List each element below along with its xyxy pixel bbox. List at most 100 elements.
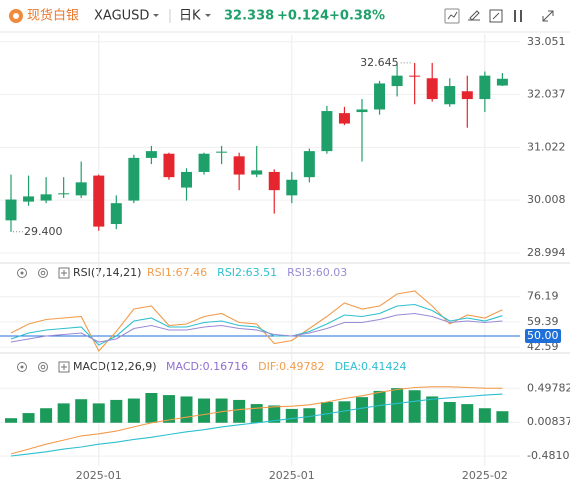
candle-body bbox=[40, 194, 52, 201]
macd-line bbox=[10, 393, 503, 457]
macd-bar bbox=[180, 396, 193, 423]
candle-body bbox=[251, 170, 263, 175]
y-tick-label: 30.008 bbox=[527, 193, 566, 206]
expand-icon[interactable] bbox=[542, 10, 554, 22]
macd-bar bbox=[198, 398, 211, 423]
candle-body bbox=[321, 111, 333, 152]
candle-body bbox=[75, 182, 87, 196]
candle-body bbox=[286, 179, 298, 196]
macd-bar bbox=[443, 402, 456, 423]
x-tick-label: 2025-01 bbox=[269, 469, 315, 482]
macd-bar bbox=[356, 397, 368, 423]
candle-body bbox=[163, 153, 175, 178]
candle-body bbox=[233, 156, 245, 175]
logo-icon-inner bbox=[13, 13, 19, 19]
instrument-name: 现货白银 bbox=[27, 8, 79, 24]
x-tick-label: 2025-01 bbox=[76, 469, 122, 482]
macd-bar bbox=[22, 413, 35, 423]
macd-bar bbox=[5, 418, 17, 423]
macd-bar bbox=[338, 401, 351, 423]
macd-bar bbox=[496, 411, 509, 423]
candle-body bbox=[110, 203, 122, 224]
macd-bar bbox=[426, 396, 439, 423]
y-tick-label: 32.037 bbox=[527, 88, 566, 101]
macd-bar bbox=[268, 405, 281, 423]
macd-bar bbox=[233, 399, 246, 423]
macd-bar bbox=[391, 388, 404, 423]
candle-body bbox=[216, 151, 228, 153]
rsi-title: RSI(7,14,21) bbox=[73, 266, 141, 279]
candle-body bbox=[479, 75, 491, 100]
macd-bar bbox=[75, 399, 88, 423]
symbol[interactable]: XAGUSD bbox=[94, 9, 149, 24]
candle-body bbox=[268, 171, 280, 191]
y-tick-label: 42.59 bbox=[527, 340, 559, 353]
macd-bar bbox=[250, 404, 263, 423]
legend-entry: RSI2:63.51 bbox=[217, 266, 277, 279]
y-tick-label: 59.39 bbox=[527, 315, 559, 328]
macd-bar bbox=[373, 390, 386, 423]
candle-body bbox=[356, 109, 368, 113]
y-tick-label: 0.49782 bbox=[527, 381, 570, 394]
macd-bar bbox=[461, 404, 474, 423]
x-tick-label: 2025-02 bbox=[462, 469, 508, 482]
macd-bar bbox=[478, 408, 491, 423]
y-tick-label: 0.00837 bbox=[527, 415, 570, 428]
candle-body bbox=[145, 151, 157, 158]
macd-bar bbox=[320, 402, 333, 423]
macd-title: MACD(12,26,9) bbox=[73, 360, 157, 373]
macd-bar bbox=[40, 408, 53, 423]
rsi-line bbox=[10, 312, 503, 343]
rsi-icons[interactable] bbox=[17, 267, 70, 279]
candle-body bbox=[444, 86, 456, 105]
macd-bar bbox=[110, 399, 123, 423]
toolbar-icon[interactable] bbox=[489, 9, 503, 23]
candle-body bbox=[391, 75, 403, 87]
change-pct: +0.38% bbox=[329, 9, 385, 24]
macd-icons[interactable] bbox=[17, 361, 70, 373]
candle-body bbox=[338, 113, 350, 124]
macd-bar bbox=[145, 393, 158, 423]
candle-body bbox=[303, 151, 315, 178]
candle-body bbox=[5, 199, 17, 221]
macd-line bbox=[10, 386, 503, 455]
y-tick-label: 31.022 bbox=[527, 140, 566, 153]
period[interactable]: 日K bbox=[179, 9, 201, 24]
legend-entry: DIF:0.49782 bbox=[258, 360, 324, 373]
dropdown-arrow[interactable] bbox=[205, 14, 211, 17]
annotation: 29.400 bbox=[24, 225, 63, 238]
dropdown-arrow[interactable] bbox=[153, 14, 159, 17]
macd-bar bbox=[127, 398, 140, 423]
candle-body bbox=[128, 157, 140, 201]
header-bar: 现货白银 XAGUSD 日K 32.338 +0.124 +0.38% bbox=[0, 8, 570, 33]
tick-label-box bbox=[525, 329, 561, 343]
candle-body bbox=[409, 75, 421, 77]
y-tick-label: 50.00 bbox=[527, 329, 559, 342]
candle-body bbox=[181, 171, 192, 188]
candle-body bbox=[426, 78, 438, 100]
toolbar-icon[interactable] bbox=[444, 8, 460, 24]
y-tick-label: 33.051 bbox=[527, 35, 566, 48]
macd-bar bbox=[92, 403, 105, 423]
y-tick-label: -0.48109 bbox=[527, 449, 570, 462]
change: +0.124 bbox=[277, 9, 329, 24]
annotation: 32.645 bbox=[360, 56, 399, 69]
candle-body bbox=[461, 91, 473, 100]
toolbar-icon[interactable] bbox=[468, 10, 480, 21]
y-tick-label: 76.19 bbox=[527, 290, 559, 303]
macd-bar bbox=[408, 390, 421, 423]
y-tick-label: 28.994 bbox=[527, 246, 566, 259]
legend-entry: RSI3:60.03 bbox=[287, 266, 347, 279]
candle-body bbox=[23, 196, 35, 202]
macd-bar bbox=[57, 403, 70, 423]
legend-entry: DEA:0.41424 bbox=[335, 360, 407, 373]
macd-bar bbox=[162, 395, 175, 423]
legend-entry: RSI1:67.46 bbox=[147, 266, 207, 279]
macd-bar bbox=[215, 398, 228, 423]
candle-body bbox=[496, 78, 508, 86]
legend-entry: MACD:0.16716 bbox=[166, 360, 248, 373]
toolbar-icon[interactable] bbox=[514, 10, 522, 22]
candle-body bbox=[93, 175, 105, 227]
candle-body bbox=[198, 153, 210, 172]
